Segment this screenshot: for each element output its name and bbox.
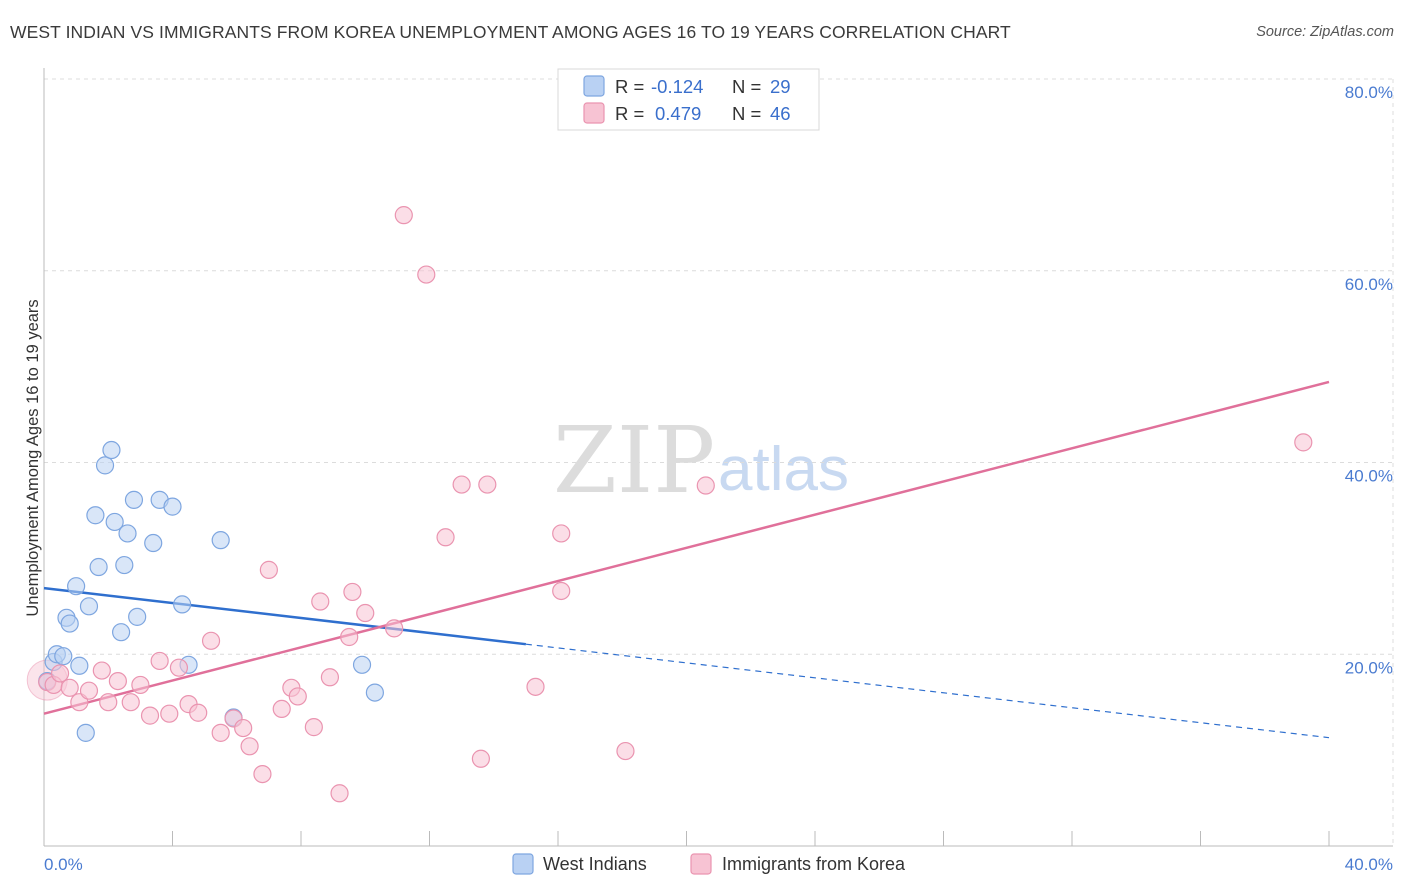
data-point-west-indians — [173, 595, 192, 614]
x-tick-label-min: 0.0% — [44, 855, 83, 874]
data-point-west-indians — [79, 597, 99, 616]
data-point-immigrants-from-korea — [288, 687, 307, 706]
data-point-immigrants-from-korea — [385, 619, 404, 638]
data-point-immigrants-from-korea — [201, 631, 221, 650]
data-point-west-indians — [144, 533, 163, 553]
data-point-immigrants-from-korea — [253, 764, 272, 784]
data-point-immigrants-from-korea — [121, 693, 140, 712]
data-point-immigrants-from-korea — [696, 476, 715, 495]
y-tick-label: 60.0% — [1345, 275, 1393, 294]
watermark-atlas: atlas — [718, 435, 849, 504]
data-point-immigrants-from-korea — [160, 704, 179, 723]
trend-layer — [43, 380, 1330, 739]
points-layer — [26, 206, 1313, 803]
data-point-immigrants-from-korea — [552, 524, 571, 543]
legend-r-value: -0.124 — [651, 76, 703, 97]
data-point-west-indians — [70, 656, 89, 675]
data-point-immigrants-from-korea — [272, 699, 291, 718]
data-point-immigrants-from-korea — [79, 681, 99, 700]
watermark-zip: ZIP — [553, 407, 715, 514]
data-point-immigrants-from-korea — [452, 475, 471, 494]
data-point-immigrants-from-korea — [311, 592, 330, 611]
data-point-immigrants-from-korea — [616, 741, 635, 761]
data-point-immigrants-from-korea — [108, 671, 127, 691]
legend-n-label: N = — [732, 103, 761, 124]
legend-n-value: 29 — [770, 76, 791, 97]
data-point-west-indians — [86, 506, 105, 525]
data-point-immigrants-from-korea — [471, 749, 490, 768]
data-point-west-indians — [124, 490, 144, 509]
data-point-west-indians — [76, 723, 95, 742]
legend-n-value: 46 — [770, 103, 791, 124]
data-point-west-indians — [102, 440, 121, 460]
data-point-west-indians — [352, 655, 372, 674]
x-tick-label-max: 40.0% — [1345, 855, 1393, 874]
data-point-west-indians — [118, 524, 137, 543]
data-point-immigrants-from-korea — [60, 678, 79, 697]
data-point-immigrants-from-korea — [340, 627, 359, 647]
data-point-immigrants-from-korea — [320, 668, 340, 687]
data-point-west-indians — [67, 577, 86, 596]
axis-layer: 20.0% 40.0% 60.0% 80.0% — [43, 68, 1393, 847]
data-point-immigrants-from-korea — [50, 664, 70, 683]
data-point-immigrants-from-korea — [259, 560, 278, 579]
data-point-immigrants-from-korea — [552, 581, 571, 601]
series-legend-swatch-west-indians — [512, 853, 534, 875]
data-point-west-indians — [128, 607, 147, 626]
series-legend-swatch-korea — [690, 853, 712, 875]
trend-line-west-indians — [43, 586, 527, 646]
legend-swatch-pink — [583, 102, 605, 124]
data-point-immigrants-from-korea — [478, 475, 497, 494]
data-point-immigrants-from-korea — [304, 718, 323, 737]
data-point-immigrants-from-korea — [417, 265, 436, 284]
legend-r-value: 0.479 — [655, 103, 701, 124]
legend-n-label: N = — [732, 76, 761, 97]
data-point-west-indians — [111, 623, 131, 642]
data-point-west-indians — [89, 557, 108, 577]
data-point-immigrants-from-korea — [92, 661, 111, 680]
data-point-immigrants-from-korea — [99, 693, 118, 712]
data-point-immigrants-from-korea — [150, 651, 169, 671]
y-tick-label: 80.0% — [1345, 83, 1393, 102]
data-point-immigrants-from-korea — [131, 675, 150, 695]
source-label: Source: ZipAtlas.com — [1256, 24, 1394, 40]
data-point-immigrants-from-korea — [240, 737, 259, 756]
data-point-immigrants-from-korea — [169, 658, 189, 677]
y-axis-label: Unemployment Among Ages 16 to 19 years — [24, 299, 42, 616]
data-point-west-indians — [60, 614, 79, 633]
data-point-west-indians — [105, 512, 124, 532]
data-point-immigrants-from-korea — [343, 582, 362, 602]
data-point-immigrants-from-korea — [234, 718, 253, 738]
y-tick-label: 40.0% — [1345, 467, 1393, 486]
data-point-west-indians — [95, 456, 115, 475]
data-point-immigrants-from-korea — [436, 528, 455, 547]
data-point-immigrants-from-korea — [140, 706, 160, 725]
data-point-west-indians — [163, 497, 182, 516]
data-point-immigrants-from-korea — [394, 206, 413, 225]
data-point-west-indians — [365, 683, 384, 702]
data-point-immigrants-from-korea — [189, 703, 208, 722]
data-point-west-indians — [115, 555, 134, 575]
series-legend-label-west-indians: West Indians — [543, 854, 647, 874]
data-point-immigrants-from-korea — [356, 603, 375, 623]
data-point-immigrants-from-korea — [211, 723, 230, 742]
data-point-west-indians — [54, 647, 73, 666]
data-point-west-indians — [211, 531, 230, 550]
data-point-immigrants-from-korea — [330, 784, 349, 803]
correlation-legend: R = -0.124 N = 29 R = 0.479 N = 46 — [557, 68, 820, 131]
legend-swatch-blue — [583, 75, 605, 97]
y-tick-label: 20.0% — [1345, 658, 1393, 677]
trend-line-immigrants-from-korea — [43, 380, 1330, 715]
series-legend-label-korea: Immigrants from Korea — [722, 854, 906, 874]
chart-title: WEST INDIAN VS IMMIGRANTS FROM KOREA UNE… — [10, 22, 1011, 42]
legend-r-label: R = — [615, 103, 644, 124]
trend-line-extension-west-indians — [525, 643, 1330, 739]
data-point-immigrants-from-korea — [1294, 433, 1313, 452]
data-point-immigrants-from-korea — [526, 677, 545, 696]
legend-r-label: R = — [615, 76, 644, 97]
series-legend: West Indians Immigrants from Korea — [512, 853, 906, 875]
